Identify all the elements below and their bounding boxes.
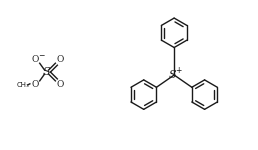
Text: −: − [38,51,45,60]
Text: CH₃: CH₃ [17,82,29,88]
Text: O: O [57,55,64,64]
Text: O: O [57,80,64,89]
Text: S: S [43,67,50,77]
Text: S: S [168,70,176,80]
Text: O: O [31,80,38,89]
Text: +: + [175,66,181,75]
Text: O: O [31,55,38,64]
